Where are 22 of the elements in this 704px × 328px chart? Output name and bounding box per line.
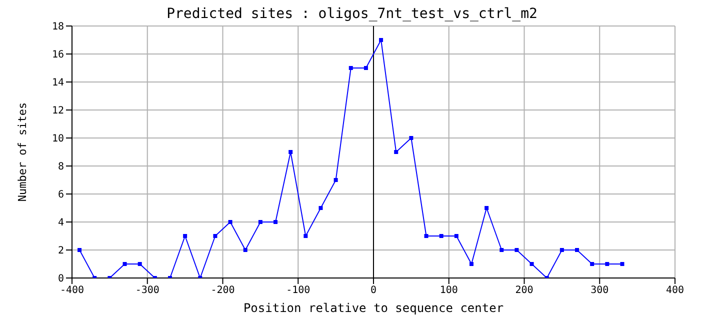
x-tick-label: 400 [666, 285, 684, 296]
y-axis-title: Number of sites [16, 102, 29, 202]
x-tick-label: -100 [286, 285, 310, 296]
chart-title: Predicted sites : oligos_7nt_test_vs_ctrl_m2 [166, 6, 538, 22]
y-tick-label: 6 [58, 190, 64, 201]
y-tick-label: 18 [52, 22, 64, 33]
x-axis-title: Position relative to sequence center [243, 301, 504, 315]
y-tick-label: 0 [58, 274, 64, 285]
x-tick-label: 300 [590, 285, 609, 296]
x-tick-label: 100 [440, 285, 458, 296]
x-tick-label: -200 [210, 285, 235, 296]
y-tick-label: 4 [58, 218, 64, 229]
x-tick-label: -400 [60, 285, 84, 296]
x-tick-label: -300 [135, 285, 160, 296]
y-tick-label: 16 [52, 50, 64, 61]
x-tick-label: 0 [370, 285, 377, 296]
y-tick-label: 10 [52, 134, 64, 145]
y-tick-label: 8 [58, 162, 64, 173]
x-tick-label: 200 [515, 285, 534, 296]
y-tick-label: 12 [52, 106, 64, 117]
y-tick-label: 2 [58, 246, 64, 257]
y-tick-label: 14 [52, 78, 64, 89]
